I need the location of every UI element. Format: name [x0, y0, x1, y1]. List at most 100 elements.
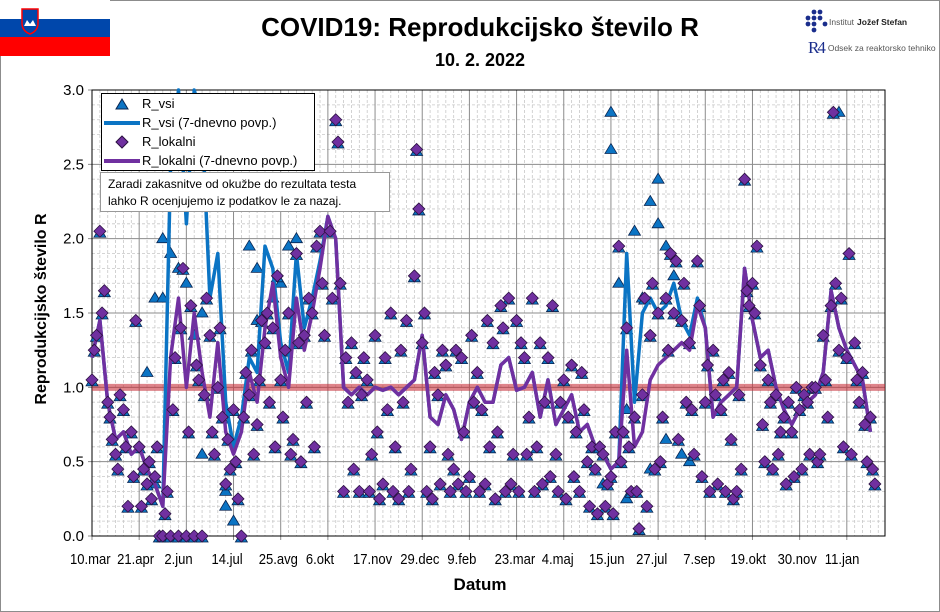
legend-label: R_vsi (7-dnevno povp.) [142, 115, 277, 130]
delay-note: Zaradi zakasnitve od okužbe do rezultata… [100, 172, 390, 212]
r-lokalni-point [467, 395, 481, 409]
r-lokalni-point [758, 455, 772, 469]
r-lokalni-point [415, 336, 429, 350]
r-lokalni-point [250, 417, 264, 432]
r-lokalni-point [124, 425, 138, 439]
r-lokalni-point [700, 358, 715, 372]
r-lokalni-point [669, 254, 683, 268]
r-lokalni-point [667, 306, 681, 320]
r-lokalni-point [119, 440, 133, 454]
r-lokalni-point [724, 432, 738, 446]
r-lokalni-point [402, 484, 416, 498]
r-lokalni-point [286, 432, 300, 446]
r-lokalni-point [200, 291, 214, 305]
r-lokalni-point [483, 440, 497, 454]
r-lokalni-point [376, 477, 390, 491]
r-lokalni-point [766, 462, 780, 476]
r-lokalni-point [258, 336, 272, 350]
r-lokalni-point [714, 403, 728, 417]
r-lokalni-point [192, 373, 206, 387]
r-lokalni-point [323, 224, 337, 238]
r-lokalni-point [284, 447, 298, 461]
r-lokalni-point [121, 499, 135, 513]
r-lokalni-point [407, 269, 421, 283]
r-lokalni-point [168, 351, 182, 365]
r-lokalni-point [549, 447, 563, 461]
r-lokalni-point [462, 469, 476, 484]
r-lokalni-point [297, 328, 311, 342]
x-tick-label: 25.avg [259, 551, 298, 567]
r-lokalni-point [730, 484, 744, 498]
r-lokalni-point [530, 440, 544, 454]
r-lokalni-point [313, 224, 327, 238]
r-lokalni-point [777, 410, 791, 424]
r-lokalni-point [105, 432, 119, 446]
r-lokalni-point [150, 440, 164, 454]
r-lokalni-point [262, 395, 277, 409]
r-lokalni-point [329, 113, 343, 127]
r-lokalni-point [679, 395, 693, 409]
x-tick-label: 30.nov [778, 551, 817, 567]
legend-label: R_lokalni [142, 134, 196, 149]
r-vsi-point [682, 454, 697, 467]
r-lokalni-point [268, 440, 282, 454]
x-tick-label: 29.dec [400, 551, 439, 567]
r-lokalni-point [221, 432, 235, 446]
r-lokalni-point [638, 291, 652, 305]
r-lokalni-point [545, 299, 560, 313]
r-lokalni-point [567, 469, 581, 484]
legend: R_vsi R_vsi (7-dnevno povp.) R_lokalni R… [101, 93, 315, 171]
r-lokalni-point [821, 410, 835, 424]
r-lokalni-point [417, 306, 432, 320]
r-lokalni-point [384, 306, 398, 320]
r-lokalni-point [572, 484, 587, 498]
r-lokalni-point [470, 365, 484, 380]
r-lokalni-point [211, 380, 225, 394]
x-tick-label: 2.jun [164, 551, 192, 567]
x-tick-label: 4.maj [542, 551, 574, 567]
r-lokalni-point [274, 373, 288, 387]
r-lokalni-point [863, 410, 877, 424]
r-lokalni-point [435, 343, 450, 357]
r-vsi-point [195, 306, 209, 318]
r-lokalni-point [260, 306, 274, 320]
r-lokalni-point [252, 373, 266, 387]
ijs-prefix: Institut [829, 17, 855, 27]
r-lokalni-point [234, 529, 248, 543]
r-lokalni-point [795, 462, 809, 476]
r-lokalni-point [527, 484, 542, 498]
r-vsi-point [659, 432, 673, 444]
r-lokalni-point [844, 447, 858, 461]
r-lokalni-point [590, 507, 605, 521]
r-lokalni-point [753, 358, 767, 372]
r-lokalni-point [396, 395, 410, 409]
r-lokalni-point [583, 499, 597, 513]
r-lokalni-point [148, 469, 162, 484]
r-vsi-point [289, 231, 304, 244]
r-lokalni-point [722, 365, 736, 380]
r-lokalni-point [561, 410, 575, 424]
note-line-1: Zaradi zakasnitve od okužbe do rezultata… [108, 177, 357, 191]
r-lokalni-point [337, 484, 351, 498]
r-vsi-point [179, 276, 194, 288]
r-lokalni-point [598, 499, 612, 513]
r-lokalni-point [512, 484, 526, 498]
y-tick-label: 1.5 [63, 305, 84, 322]
r-lokalni-point [787, 469, 801, 484]
r-lokalni-point [113, 388, 127, 402]
r-lokalni-point [690, 254, 704, 268]
r-lokalni-point [378, 351, 392, 365]
triangle-marker-icon [115, 97, 129, 109]
r-lokalni-point [278, 343, 292, 357]
r-lokalni-point [158, 507, 172, 521]
r-lokalni-point [580, 455, 594, 469]
r-lokalni-point [93, 224, 107, 238]
r-lokalni-point [111, 462, 125, 476]
r-lokalni-point [239, 365, 253, 380]
r-lokalni-point [87, 343, 101, 357]
r-vsi-point [140, 365, 154, 377]
r-lokalni-point [596, 447, 610, 461]
r-lokalni-point [344, 336, 359, 350]
r-lokalni-point [779, 477, 793, 491]
